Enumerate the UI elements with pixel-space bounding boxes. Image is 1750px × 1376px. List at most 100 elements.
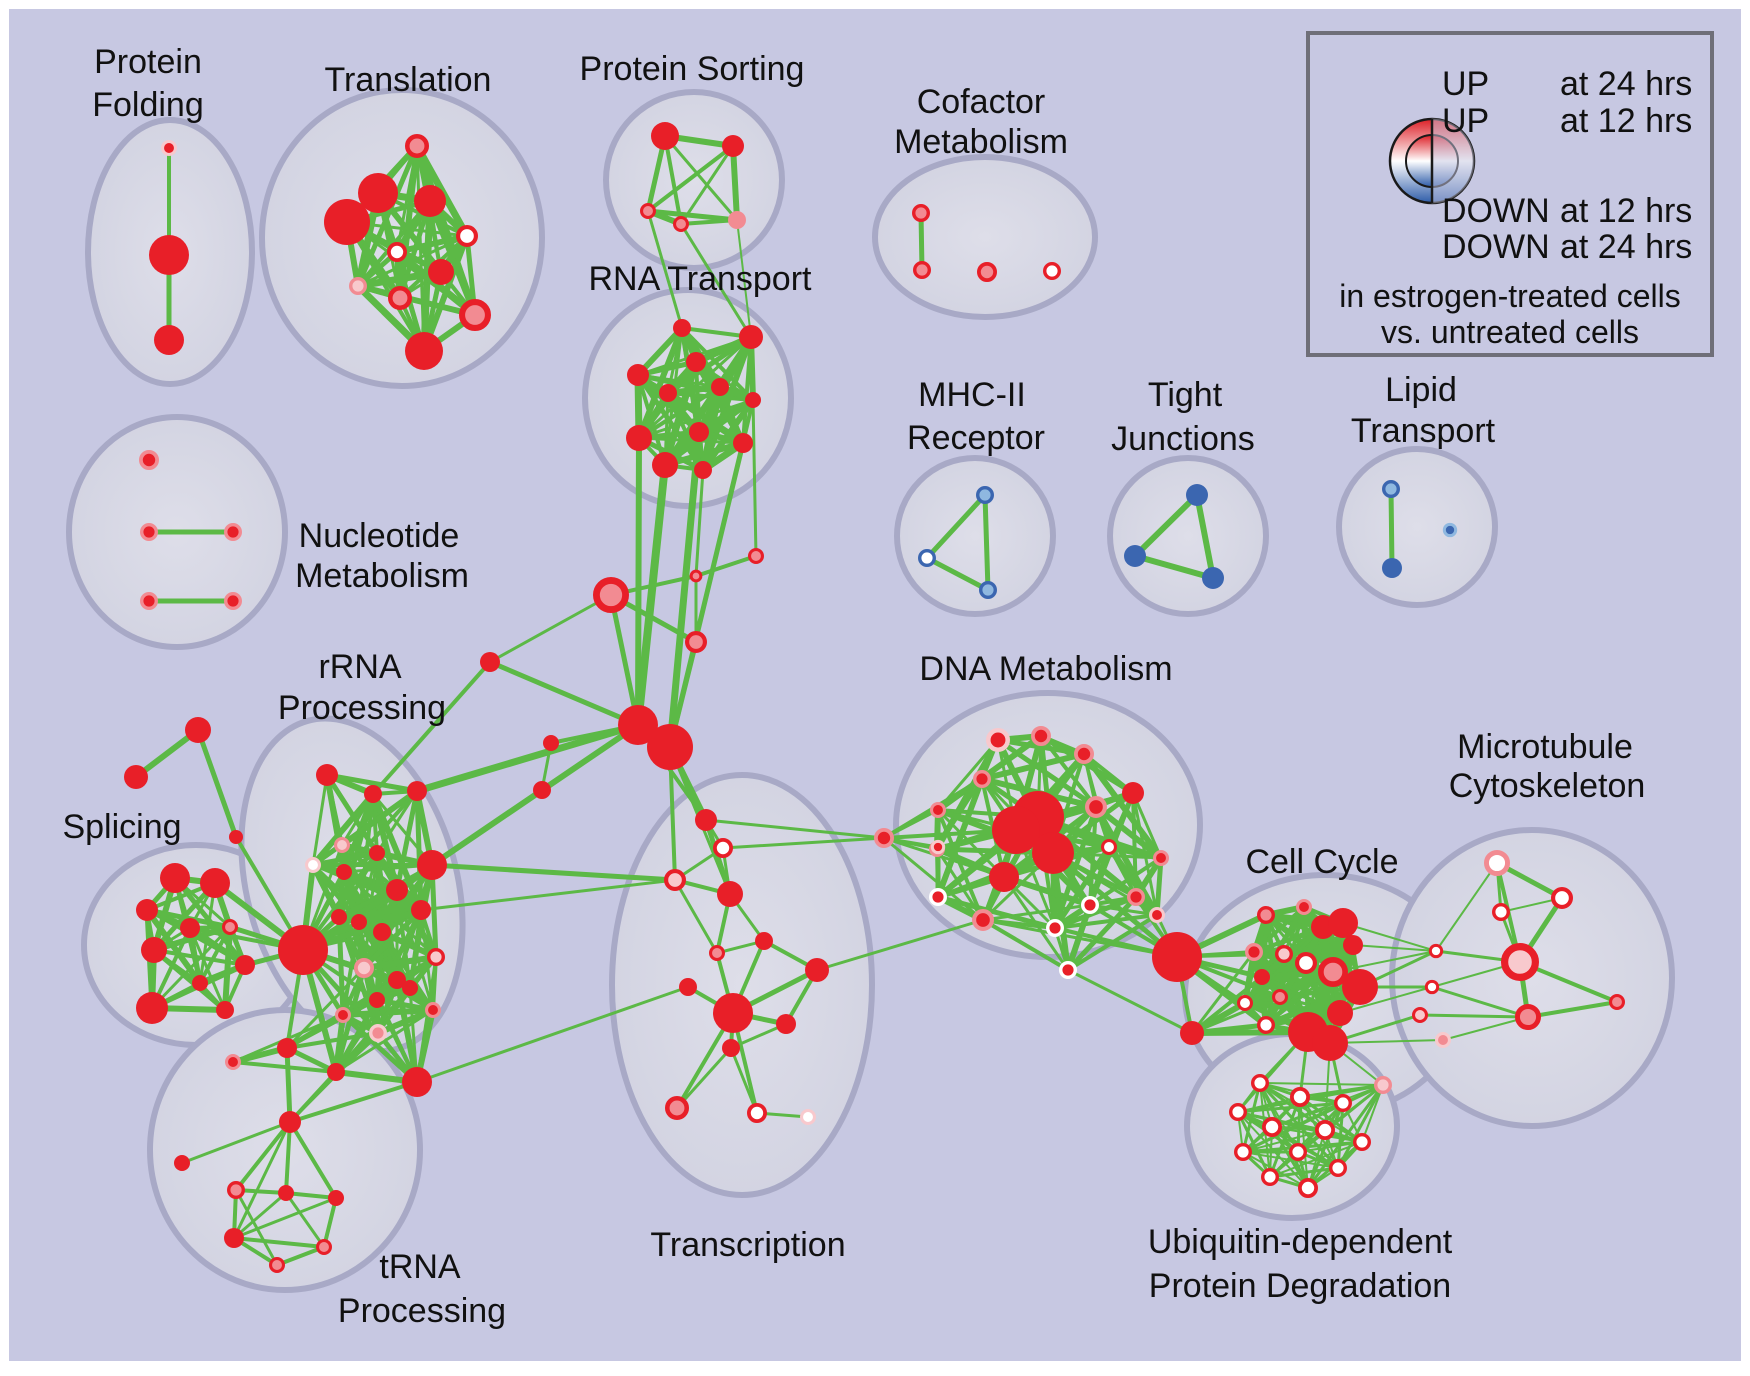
link-protein_sorting-rna_transport (646, 209, 684, 330)
edge-tight (1132, 492, 1200, 559)
node-dna (1074, 744, 1095, 765)
cluster-label-trna: tRNA (379, 1248, 461, 1286)
legend-caption-1: vs. untreated cells (1381, 314, 1639, 350)
edge-rrna (285, 1031, 380, 1050)
node-trna (328, 1190, 344, 1206)
edge-microtubule (1526, 1000, 1619, 1019)
node-ubiquitin (1228, 1102, 1247, 1121)
edge-trna (284, 1120, 292, 1195)
node-splicing (216, 1001, 234, 1019)
edge-trna (234, 1188, 279, 1267)
node-ubiquitin (1315, 1120, 1336, 1141)
cluster-label-ubiquitin: Protein Degradation (1149, 1267, 1451, 1305)
edge-rrna (414, 788, 424, 913)
node-cellcycle (1254, 969, 1270, 985)
edge-bridge (608, 592, 641, 728)
edge-dna (1001, 874, 1093, 908)
node-splicing (136, 992, 168, 1024)
edge-mhc (982, 492, 991, 593)
cluster-label-transcription: Transcription (650, 1226, 845, 1264)
link-bridge-dna (882, 836, 1006, 879)
link-transcription-rrna (419, 878, 677, 912)
node-rna_transport (711, 378, 729, 396)
edge-ubiquitin (1271, 1084, 1384, 1128)
node-ubiquitin (1352, 1132, 1371, 1151)
cluster-label-cellcycle: Cell Cycle (1245, 843, 1398, 881)
edge-ubiquitin (1268, 1095, 1302, 1179)
node-transcription (722, 1039, 740, 1057)
node-rna_transport (689, 422, 709, 442)
node-transcription (713, 993, 753, 1033)
edge-lipid (1388, 486, 1395, 571)
node-protein_folding (161, 140, 178, 157)
node-rrna (364, 785, 382, 803)
node-translation (358, 173, 398, 213)
node-ubiquitin (1328, 1158, 1347, 1177)
node-dna (989, 862, 1019, 892)
node-transcription (664, 869, 687, 892)
node-dna (1153, 850, 1170, 867)
node-microtubule (1412, 1007, 1429, 1024)
edge-transcription (673, 878, 719, 955)
node-translation (459, 299, 492, 332)
link-cellcycle-microtubule (1342, 922, 1437, 952)
legend-direction-0: UP (1442, 65, 1489, 103)
node-dna (972, 909, 995, 932)
node-splicing (160, 863, 190, 893)
node-cellcycle (1272, 989, 1289, 1006)
node-rrna (417, 850, 447, 880)
link-cellcycle-microtubule (1332, 950, 1437, 973)
link-rrna-trna (284, 1045, 293, 1125)
node-rrna (369, 845, 385, 861)
node-microtubule (1514, 1003, 1541, 1030)
node-splicing (200, 868, 230, 898)
edge-rna_transport (680, 326, 755, 402)
edge-trna (234, 1120, 292, 1192)
node-microtubule (1483, 849, 1510, 876)
node-splicing (192, 975, 208, 991)
node-ubiquitin (1298, 1178, 1319, 1199)
node-lipid (1381, 479, 1400, 498)
node-rna_transport (626, 425, 652, 451)
cluster-ellipse-trna (147, 1007, 423, 1293)
node-dna (1101, 839, 1118, 856)
node-rrna (316, 764, 338, 786)
node-rrna (373, 923, 391, 941)
node-translation (324, 199, 370, 245)
node-dna (930, 802, 947, 819)
node-translation (414, 185, 446, 217)
node-transcription (695, 809, 717, 831)
edge-trna (232, 1236, 326, 1249)
node-rrna (426, 948, 445, 967)
node-rna_transport (627, 364, 649, 386)
node-cellcycle (1244, 943, 1263, 962)
node-outer_triangle (185, 717, 211, 743)
node-bridge (480, 652, 500, 672)
edge-microtubule (1418, 1013, 1530, 1019)
legend-box (1306, 31, 1714, 357)
node-outer_triangle (124, 765, 148, 789)
edge-trna (232, 1196, 338, 1240)
node-transcription (713, 838, 734, 859)
node-translation (404, 133, 429, 158)
node-dna (1031, 726, 1052, 747)
edge-microtubule (1430, 985, 1530, 1019)
node-microtubule (1435, 1032, 1452, 1049)
node-cellcycle (1274, 945, 1293, 964)
edge-tight (1132, 553, 1216, 581)
node-ubiquitin (1262, 1117, 1283, 1138)
link-transcription-bridge (704, 818, 886, 840)
node-dna (929, 888, 948, 907)
link-rna_transport-bridge (751, 398, 758, 558)
node-rrna (388, 971, 406, 989)
node-cellcycle (1294, 952, 1317, 975)
node-transcription (747, 1103, 768, 1124)
node-dna (1032, 832, 1074, 874)
node-lipid (1442, 522, 1458, 538)
node-tight (1202, 567, 1224, 589)
legend: UP at 24 hrs UP at 12 hrs DOWN at 12 hrs DOWN a… (1306, 31, 1714, 357)
node-tight (1124, 545, 1146, 567)
edge-rrna (324, 772, 420, 794)
edge-protein_sorting (646, 144, 735, 213)
